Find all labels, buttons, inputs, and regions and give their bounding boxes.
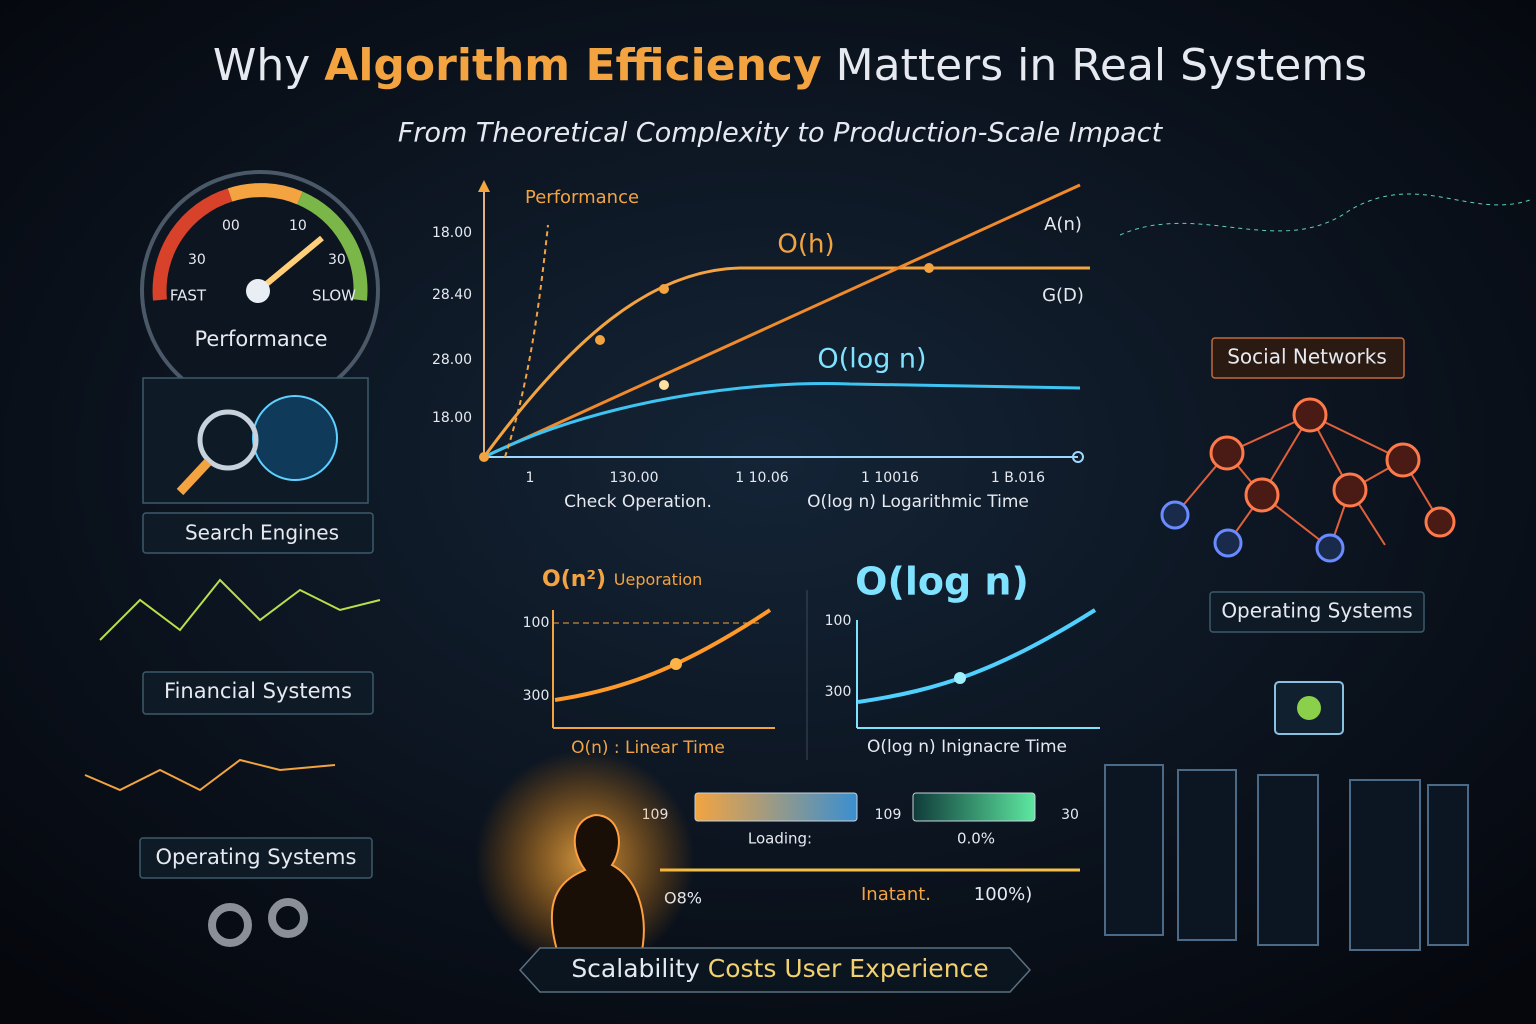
- x-tick-label: 1: [526, 470, 535, 486]
- subtitle: From Theoretical Complexity to Productio…: [398, 118, 1164, 149]
- gauge-tick: 30: [188, 252, 206, 268]
- x-tick-label: 1 10.06: [735, 470, 789, 486]
- panel: [139, 837, 373, 879]
- loading-value: 30: [1061, 807, 1079, 823]
- finance-line: [99, 578, 381, 641]
- y-tick-label: 18.00: [432, 410, 472, 426]
- curve-label: O(h): [777, 230, 834, 260]
- x-caption: O(log n) Logarithmic Time: [807, 492, 1029, 512]
- panel: [142, 671, 374, 715]
- loading-full: 100%): [974, 884, 1032, 905]
- curve-label: O(log n): [817, 344, 926, 375]
- gauge-slow: SLOW: [312, 287, 356, 305]
- title: Why Algorithm Efficiency Matters in Real…: [213, 40, 1367, 91]
- network-nodes: [1160, 397, 1456, 563]
- tick-label: 300: [825, 684, 852, 700]
- small-chart-caption: O(log n) Inignacre Time: [867, 737, 1067, 757]
- servers: [1104, 764, 1469, 951]
- magnifier: [197, 409, 259, 471]
- globe: [252, 395, 338, 481]
- panel-label: Social Networks: [1227, 345, 1387, 369]
- tick-label: 300: [523, 688, 550, 704]
- gauge: [140, 170, 380, 410]
- x-tick-label: 130.00: [610, 470, 659, 486]
- curve-label: G(D): [1042, 285, 1084, 306]
- x-caption: Check Operation.: [564, 492, 712, 512]
- y-tick-label: 18.00: [432, 225, 472, 241]
- footer: Scalability Costs User Experience: [571, 954, 988, 983]
- panel: [1211, 337, 1405, 379]
- magnifier-handle: [176, 458, 212, 496]
- gear: [268, 898, 308, 938]
- gauge-tick: 10: [289, 218, 307, 234]
- axis-title: Performance: [525, 187, 639, 208]
- user-silhouette: [550, 813, 645, 961]
- loading-bar: [694, 792, 858, 822]
- loading-instant: Inatant.: [861, 884, 931, 905]
- progress-bar: [912, 792, 1036, 822]
- panel: [1209, 591, 1425, 633]
- tick-label: 100: [523, 615, 550, 631]
- gauge-tick: 30: [328, 252, 346, 268]
- panel-label: Financial Systems: [164, 679, 352, 703]
- decor-line: [1119, 193, 1531, 236]
- x-tick-label: 1 10016: [861, 470, 919, 486]
- chip-core: [1297, 696, 1321, 720]
- footer-banner: [518, 947, 1032, 993]
- small-chart: [552, 608, 775, 729]
- panel-label: Operating Systems: [156, 845, 357, 869]
- panel-label: Search Engines: [185, 521, 339, 545]
- small-chart-title: O(n²) Ueporation: [542, 567, 702, 592]
- gauge-fast: FAST: [170, 287, 207, 305]
- os-line: [84, 758, 336, 792]
- main-chart: [478, 180, 1090, 463]
- loading-label: Loading:: [748, 830, 812, 848]
- loading-value: 109: [875, 807, 902, 823]
- gauge-tick: 00: [222, 218, 240, 234]
- curve-label: A(n): [1044, 214, 1082, 235]
- tick-label: 100: [825, 613, 852, 629]
- small-chart-title: O(log n): [855, 560, 1029, 604]
- gauge-title: Performance: [194, 327, 327, 351]
- x-tick-label: 1 B.016: [991, 470, 1045, 486]
- small-chart: [856, 608, 1100, 729]
- panel: [142, 512, 374, 554]
- gear: [208, 903, 252, 947]
- loading-percent: 0.0%: [957, 830, 995, 848]
- panel-label: Operating Systems: [1221, 599, 1412, 623]
- y-tick-label: 28.40: [432, 287, 472, 303]
- y-tick-label: 28.00: [432, 352, 472, 368]
